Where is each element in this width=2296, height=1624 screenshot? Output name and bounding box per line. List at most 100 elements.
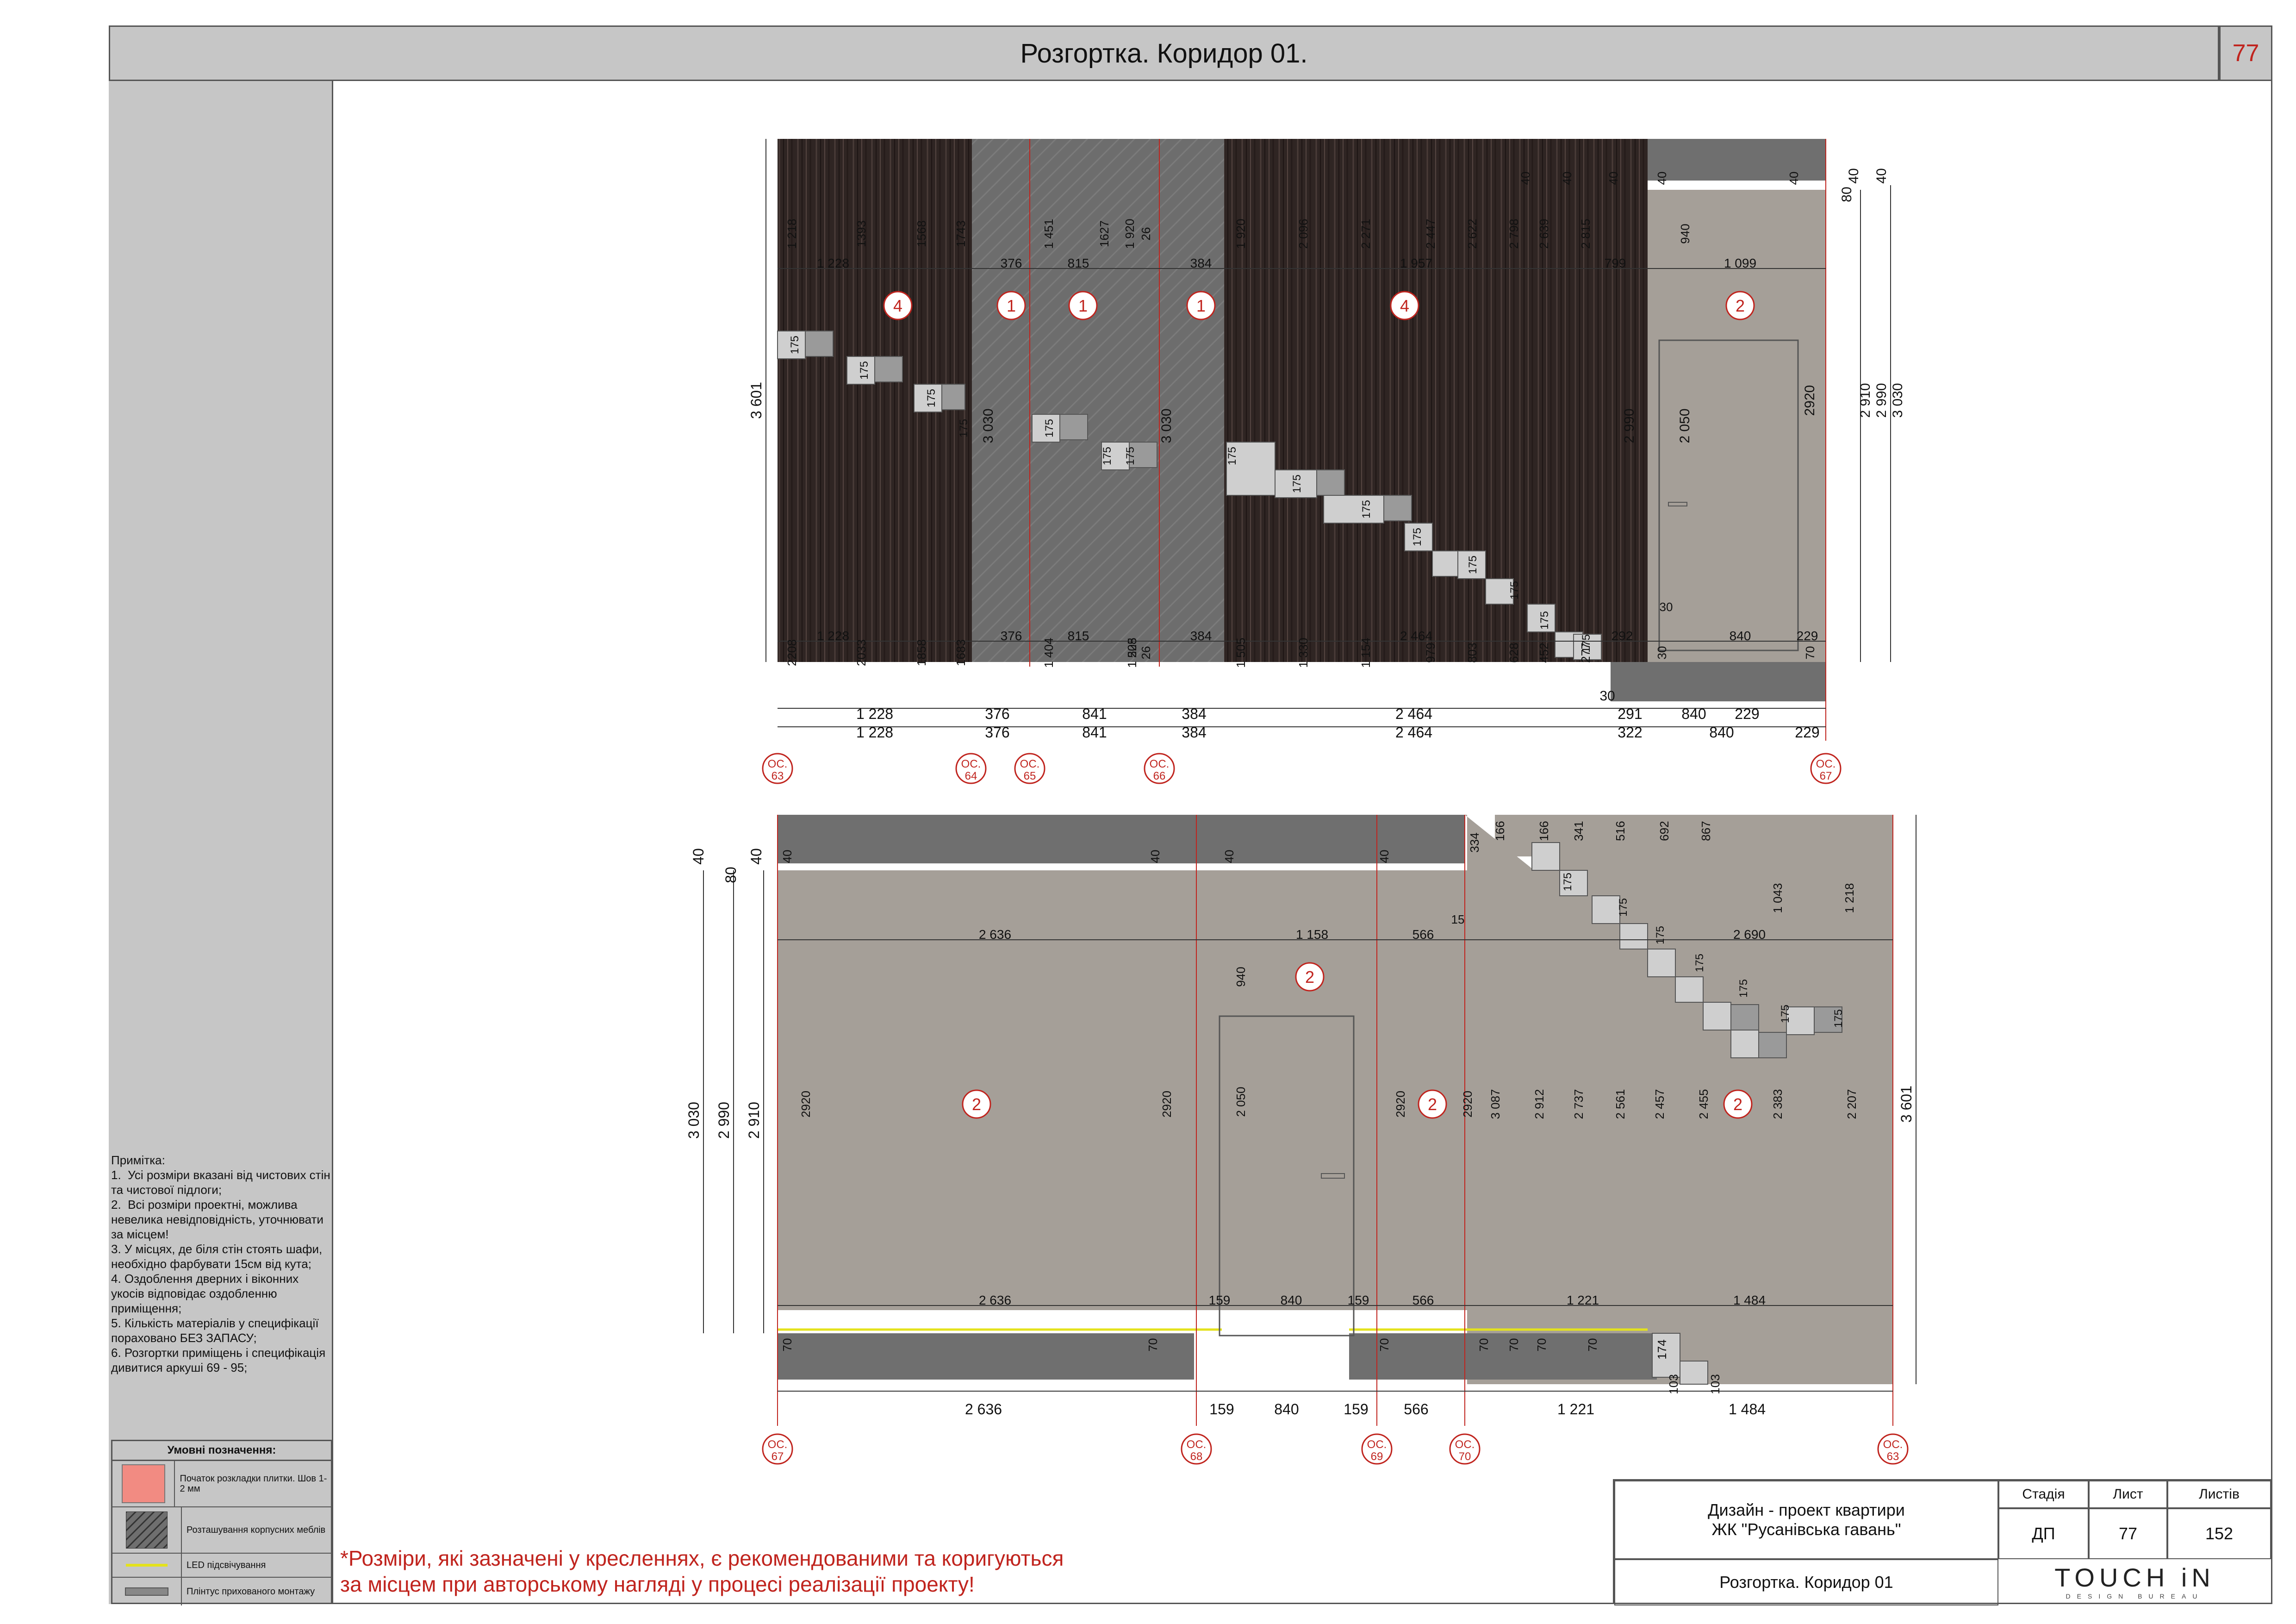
- project-line: Дизайн - проект квартири: [1708, 1500, 1905, 1519]
- legend-label: LED підсвічування: [187, 1560, 266, 1570]
- dim-label: 2920: [799, 1091, 813, 1118]
- dim-label: 376: [1001, 256, 1022, 270]
- sheet-title-cell: Розгортка. Коридор 01: [1614, 1559, 1998, 1605]
- dim-label: 70: [1146, 1338, 1160, 1352]
- logo-main: TOUCH iN: [2054, 1562, 2215, 1592]
- dim-label: 2920: [1394, 1091, 1407, 1118]
- tile-start-swatch: [112, 1461, 175, 1506]
- height-label: 3 030: [685, 1102, 702, 1139]
- height-label: 80: [1839, 187, 1854, 202]
- dim-label: 979: [1424, 643, 1437, 662]
- dim-label: 2 636: [979, 1293, 1011, 1307]
- tile-step-label: 175: [1538, 611, 1551, 630]
- height-label: 40: [748, 848, 765, 865]
- zone-marker-label: 2: [972, 1095, 981, 1114]
- axis-label: ОС.: [1883, 1438, 1903, 1451]
- tile-step-label: 175: [1737, 979, 1750, 998]
- dim-label: 1 404: [1042, 637, 1056, 668]
- wall-right-section: [1467, 870, 1893, 1384]
- door-handle: [1668, 502, 1687, 506]
- dim-label: 2208: [785, 639, 799, 666]
- tile-step-label: 175: [1226, 447, 1238, 465]
- axis-label: 70: [1459, 1450, 1471, 1463]
- axis-label: 67: [772, 1450, 784, 1463]
- dim-label: 1 484: [1733, 1293, 1766, 1307]
- legend-item-furniture: Розташування корпусних меблів: [112, 1507, 331, 1554]
- dim-label: 2 737: [1572, 1089, 1586, 1119]
- door-outline: [1658, 339, 1799, 651]
- dim-label: 40: [1787, 172, 1801, 185]
- door-handle: [1321, 1173, 1345, 1179]
- dim-label: 40: [780, 850, 794, 863]
- height-label: 3 030: [1159, 408, 1174, 443]
- dim-label: 229: [1797, 629, 1818, 643]
- dim-label: 30: [1655, 646, 1669, 660]
- dim-label: 40: [1222, 850, 1236, 863]
- dim-label: 384: [1190, 256, 1212, 270]
- dim-label: 159: [1348, 1293, 1369, 1307]
- dim-label: 40: [1377, 850, 1391, 863]
- tile-step-label: 175: [1101, 447, 1114, 465]
- plinth-swatch: [112, 1578, 182, 1605]
- dim-label: 376: [985, 724, 1009, 741]
- legend-item-led: LED підсвічування: [112, 1554, 331, 1578]
- dim-label: 2 815: [1579, 219, 1593, 249]
- legend: Умовні позначення: Початок розкладки пли…: [111, 1440, 332, 1605]
- zone-marker: [1068, 291, 1098, 320]
- dim-label: 166: [1537, 821, 1551, 841]
- dim-label: 940: [1678, 224, 1692, 244]
- legend-item-tile-start: Початок розкладки плитки. Шов 1-2 мм: [112, 1461, 331, 1507]
- height-label: 2920: [1802, 385, 1817, 416]
- axis-label: ОС.: [1187, 1438, 1207, 1451]
- dim-label: 799: [1605, 256, 1626, 270]
- note-item: 3. У місцях, де біля стін стоять шафи, н…: [111, 1242, 326, 1271]
- axis-label: 69: [1371, 1450, 1383, 1463]
- tile-step-label: 175: [1291, 475, 1303, 493]
- wardrobe-zone: [972, 139, 1224, 662]
- dim-label: 840: [1709, 724, 1734, 741]
- dim-label: 291: [1618, 706, 1642, 722]
- dim-label: 1 221: [1567, 1293, 1599, 1307]
- axis-label: ОС.: [1816, 758, 1836, 770]
- axis-marker: [1810, 753, 1842, 784]
- dim-label: 2 383: [1771, 1089, 1785, 1119]
- dim-label: 841: [1082, 724, 1107, 741]
- dim-label: 1 484: [1729, 1401, 1766, 1418]
- dim-label: 384: [1182, 706, 1206, 722]
- dim-label: 334: [1468, 832, 1481, 852]
- dim-label: 1 920: [1234, 219, 1248, 249]
- dim-label: 452: [1537, 643, 1551, 662]
- dim-label: 840: [1681, 706, 1706, 722]
- dim-label: 384: [1182, 724, 1206, 741]
- axis-label: 63: [1887, 1450, 1899, 1463]
- dim-label: 2 207: [1845, 1089, 1859, 1119]
- zone-marker: [1723, 1089, 1753, 1119]
- tile-step-label: 175: [958, 419, 970, 437]
- bottom-elevation: [703, 815, 1916, 1426]
- dim-label: 159: [1209, 1293, 1231, 1307]
- legend-label: Плінтус прихованого монтажу: [187, 1587, 315, 1597]
- dim-label: 840: [1730, 629, 1751, 643]
- height-label: 3 601: [1898, 1086, 1915, 1123]
- project-line: ЖК "Русанівська гавань": [1711, 1520, 1901, 1539]
- axis-label: 68: [1190, 1450, 1203, 1463]
- stair-tiles-bottom: [1531, 842, 1842, 1385]
- dim-label: 1 451: [1042, 219, 1056, 249]
- height-label: 2 910: [746, 1102, 762, 1139]
- dim-label: 566: [1404, 1401, 1428, 1418]
- legend-title: Умовні позначення:: [112, 1441, 331, 1461]
- height-label: 2 990: [1874, 383, 1889, 418]
- dim-label: 229: [1735, 706, 1759, 722]
- dim-label: 1 099: [1724, 256, 1756, 270]
- dim-label: 70: [1477, 1338, 1491, 1352]
- axis-label: ОС.: [1020, 758, 1040, 770]
- dim-label: 159: [1344, 1401, 1368, 1418]
- axis-label: ОС.: [768, 1438, 788, 1451]
- stage-value: ДП: [1998, 1508, 2089, 1559]
- zone-marker: [1186, 291, 1216, 320]
- dim-label: 840: [1281, 1293, 1302, 1307]
- tile-step-label: 175: [789, 336, 801, 354]
- dim-label: 229: [1795, 724, 1819, 741]
- axis-marker: [762, 753, 793, 784]
- page-title: Розгортка. Коридор 01.: [109, 25, 2219, 81]
